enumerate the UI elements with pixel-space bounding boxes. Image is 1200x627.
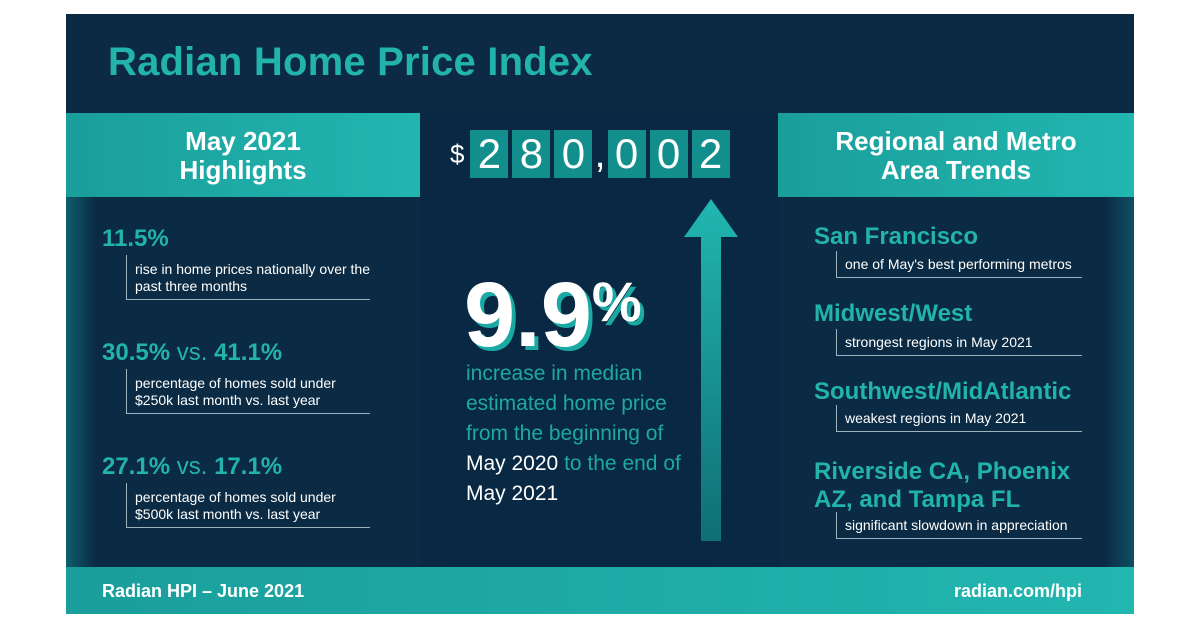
stat-value: 30.5% vs. 41.1%: [102, 339, 282, 367]
comma: ,: [594, 132, 606, 176]
region-desc: strongest regions in May 2021: [836, 329, 1082, 356]
price-counter: $ 2 8 0 , 0 0 2: [450, 130, 734, 178]
digit: 2: [691, 130, 730, 178]
vs: vs.: [170, 339, 215, 366]
value-a: 30.5%: [102, 339, 171, 366]
header-line: Highlights: [179, 155, 307, 185]
digit: 8: [512, 130, 551, 178]
vs: vs.: [170, 453, 215, 480]
infographic: Radian Home Price Index May 2021 Highlig…: [66, 14, 1134, 614]
value-b: 41.1%: [214, 339, 283, 366]
region-name: Midwest/West: [814, 300, 973, 327]
big-percentage: 9.9%: [464, 263, 642, 368]
header-line: Area Trends: [880, 155, 1032, 185]
big-unit: %: [591, 270, 642, 333]
center-description: increase in median estimated home price …: [466, 359, 706, 509]
regional-panel: San Francisco one of May's best performi…: [778, 197, 1134, 567]
big-value: 9.9: [464, 264, 592, 366]
region-name: Riverside CA, Phoenix AZ, and Tampa FL: [814, 458, 1071, 513]
digit: 0: [649, 130, 688, 178]
stat-desc: rise in home prices nationally over the …: [126, 255, 370, 300]
stat-value: 11.5%: [102, 225, 169, 252]
text-highlight: May 2021: [466, 482, 559, 505]
region-desc: one of May's best performing metros: [836, 251, 1082, 278]
footer-source: Radian HPI – June 2021: [102, 581, 305, 601]
center-panel: $ 2 8 0 , 0 0 2 9.9% increase in median …: [420, 113, 778, 567]
digit: 0: [607, 130, 646, 178]
text: increase in median estimated home price …: [466, 362, 667, 445]
digit: 2: [470, 130, 509, 178]
regional-header: Regional and Metro Area Trends: [778, 113, 1134, 197]
text-highlight: May 2020: [466, 452, 559, 475]
region-name: San Francisco: [814, 223, 979, 250]
region-name: Southwest/MidAtlantic: [814, 378, 1072, 405]
footer-link[interactable]: radian.com/hpi: [953, 581, 1082, 601]
stat-desc: percentage of homes sold under $500k las…: [126, 483, 370, 528]
text: to the end of: [558, 452, 681, 475]
region-desc: weakest regions in May 2021: [836, 405, 1082, 432]
highlights-header: May 2021 Highlights: [66, 113, 420, 197]
digit: 0: [554, 130, 593, 178]
value-a: 27.1%: [102, 453, 171, 480]
header-line: May 2021: [185, 126, 301, 156]
page-title: Radian Home Price Index: [108, 40, 593, 84]
value-b: 17.1%: [214, 453, 283, 480]
stat-value: 27.1% vs. 17.1%: [102, 453, 282, 481]
region-desc: significant slowdown in appreciation: [836, 512, 1082, 539]
footer: Radian HPI – June 2021 radian.com/hpi: [66, 567, 1134, 614]
highlights-panel: 11.5% rise in home prices nationally ove…: [66, 197, 420, 567]
currency: $: [450, 138, 465, 169]
up-arrow-icon: [684, 199, 738, 541]
stat-desc: percentage of homes sold under $250k las…: [126, 369, 370, 414]
header-line: Regional and Metro: [835, 126, 1077, 156]
